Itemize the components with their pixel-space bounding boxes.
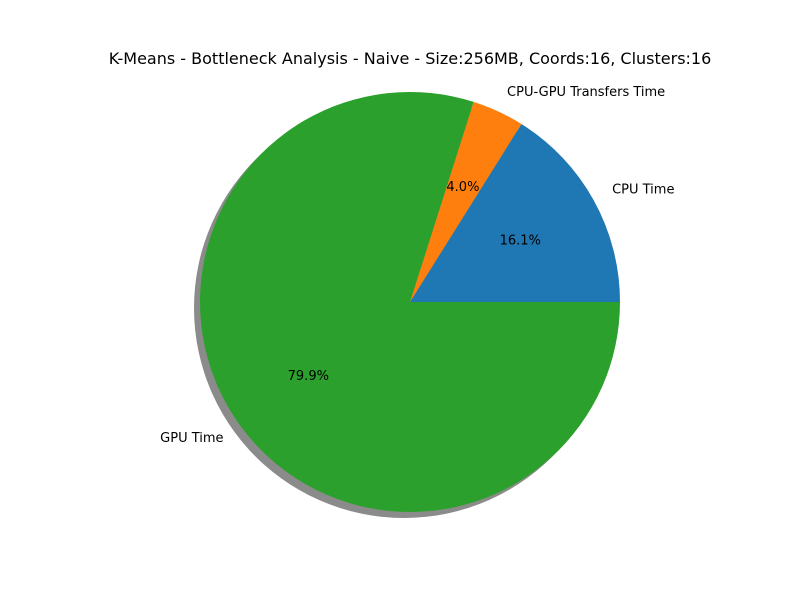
slice-percent-gpu-time: 79.9% xyxy=(288,369,329,384)
slice-percent-cpu-gpu-transfers-time: 4.0% xyxy=(446,180,479,195)
slice-label-cpu-time: CPU Time xyxy=(612,183,674,198)
pie-slices xyxy=(200,91,620,512)
pie-slice-cpu-gpu-transfers-time xyxy=(410,101,522,303)
pie-slice-gpu-time xyxy=(200,91,620,512)
slice-percent-cpu-time: 16.1% xyxy=(500,233,541,248)
chart-title: K-Means - Bottleneck Analysis - Naive - … xyxy=(109,49,712,68)
pie-labels: CPU Time 16.1% CPU-GPU Transfers Time 4.0% G… xyxy=(160,85,674,446)
slice-label-cpu-gpu-transfers-time: CPU-GPU Transfers Time xyxy=(507,85,665,100)
pie-slice-cpu-time xyxy=(410,123,620,302)
slice-label-gpu-time: GPU Time xyxy=(160,431,223,446)
